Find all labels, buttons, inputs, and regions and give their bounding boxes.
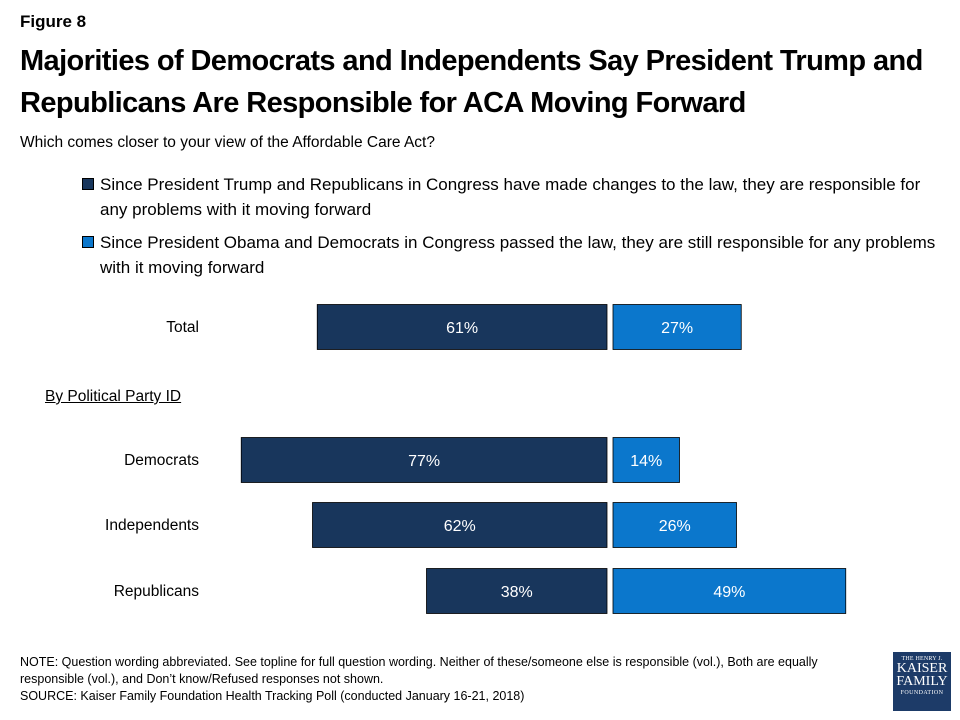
data-label-series-2: 14% [630,453,662,470]
data-label-series-1: 38% [501,584,533,601]
category-label: Democrats [124,452,199,469]
category-label: Independents [105,517,199,534]
legend-label-series-2: Since President Obama and Democrats in C… [100,233,936,277]
category-label: Republicans [114,583,200,600]
footnote: NOTE: Question wording abbreviated. See … [20,654,860,705]
data-label-series-2: 49% [713,584,745,601]
source-text: SOURCE: Kaiser Family Foundation Health … [20,689,525,703]
legend-label-series-1: Since President Trump and Republicans in… [100,175,921,219]
legend-item-series-2: Since President Obama and Democrats in C… [82,230,942,280]
bar-series-1 [312,502,608,548]
bar-series-1 [240,437,608,483]
legend-item-series-1: Since President Trump and Republicans in… [82,172,942,222]
logo-line-4: FOUNDATION [900,690,944,696]
logo-line-3: FAMILY [896,674,948,689]
logo-line-2: KAISER [896,661,948,676]
logo-line-1: THE HENRY J. [901,656,943,662]
bar-series-1 [426,568,608,614]
chart-title: Majorities of Democrats and Independents… [20,45,923,119]
category-label: Total [166,319,199,336]
bar-series-2 [612,502,737,548]
data-label-series-1: 62% [444,518,476,535]
legend-swatch-series-1 [82,178,94,190]
legend: Since President Trump and Republicans in… [82,172,942,288]
figure-label: Figure 8 [20,12,87,31]
legend-swatch-series-2 [82,236,94,248]
data-label-series-2: 26% [659,518,691,535]
bar-series-2 [612,304,742,350]
chart-subtitle: Which comes closer to your view of the A… [20,134,435,151]
data-label-series-1: 61% [446,320,478,337]
bar-series-1 [316,304,608,350]
data-label-series-2: 27% [661,320,693,337]
bar-series-2 [612,437,680,483]
data-label-series-1: 77% [408,453,440,470]
bar-chart: Total 61% 27% Democrats 77% 14% Independents 62… [105,304,847,614]
kff-logo: THE HENRY J. KAISER FAMILY FOUNDATION [893,652,951,711]
bar-series-2 [612,568,847,614]
group-heading: By Political Party ID [45,388,182,405]
note-text: NOTE: Question wording abbreviated. See … [20,655,818,686]
